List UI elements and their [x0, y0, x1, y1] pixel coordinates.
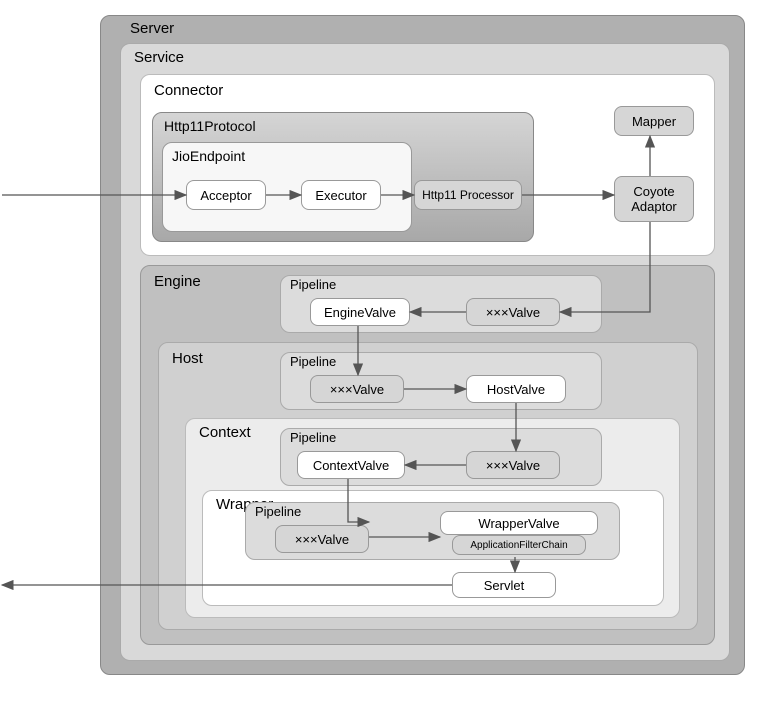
pipeline-host-label: Pipeline [290, 354, 336, 369]
wrappervalve-node: WrapperValve [440, 511, 598, 535]
coyote-adaptor-node: Coyote Adaptor [614, 176, 694, 222]
hostvalve-node: HostValve [466, 375, 566, 403]
host-label: Host [172, 350, 203, 367]
servlet-node: Servlet [452, 572, 556, 598]
engine-label: Engine [154, 273, 201, 290]
jioendpoint-label: JioEndpoint [172, 148, 245, 164]
pipeline-wrapper-label: Pipeline [255, 504, 301, 519]
acceptor-node: Acceptor [186, 180, 266, 210]
executor-node: Executor [301, 180, 381, 210]
http11protocol-label: Http11Protocol [164, 118, 256, 134]
pipeline-context-label: Pipeline [290, 430, 336, 445]
pipeline-engine-label: Pipeline [290, 277, 336, 292]
connector-label: Connector [154, 82, 223, 99]
http11processor-node: Http11 Processor [414, 180, 522, 210]
applicationfilterchain-node: ApplicationFilterChain [452, 535, 586, 555]
xxxvalve-context-node: ×××Valve [466, 451, 560, 479]
mapper-node: Mapper [614, 106, 694, 136]
xxxvalve-wrapper-node: ×××Valve [275, 525, 369, 553]
enginevalve-node: EngineValve [310, 298, 410, 326]
xxxvalve-host-node: ×××Valve [310, 375, 404, 403]
context-label: Context [199, 424, 251, 441]
service-label: Service [134, 49, 184, 66]
contextvalve-node: ContextValve [297, 451, 405, 479]
xxxvalve-engine-node: ×××Valve [466, 298, 560, 326]
server-label: Server [130, 20, 174, 37]
